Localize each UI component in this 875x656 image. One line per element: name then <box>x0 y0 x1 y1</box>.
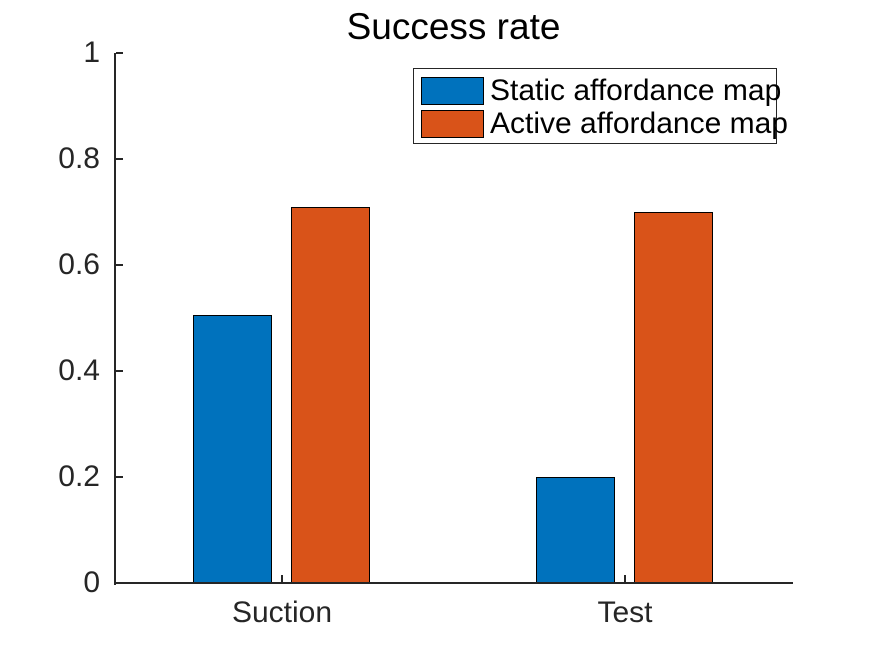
y-tick-mark <box>116 582 123 584</box>
x-axis-line <box>114 582 793 584</box>
y-axis-line <box>114 53 116 585</box>
bar-test-series0 <box>536 477 615 583</box>
legend-swatch-series0 <box>421 77 484 105</box>
legend: Static affordance map Active affordance m… <box>413 68 788 144</box>
bar-suction-series1 <box>291 207 370 583</box>
legend-swatch-series1 <box>421 110 484 138</box>
bar-suction-series0 <box>193 315 272 583</box>
y-tick-label: 1 <box>83 36 100 69</box>
y-tick-mark <box>116 476 123 478</box>
y-tick-label: 0.6 <box>58 248 100 281</box>
bar-test-series1 <box>634 212 713 583</box>
y-tick-label: 0.2 <box>58 460 100 493</box>
y-tick-label: 0 <box>83 566 100 599</box>
chart-title: Success rate <box>346 6 561 47</box>
y-tick-mark <box>116 52 123 54</box>
y-tick-label: 0.4 <box>58 354 100 387</box>
y-tick-label: 0.8 <box>58 142 100 175</box>
y-tick-mark <box>116 264 123 266</box>
x-tick-mark <box>624 575 626 582</box>
x-category-label: Test <box>597 596 653 629</box>
legend-entry-label: Active affordance map <box>490 107 788 140</box>
y-tick-mark <box>116 370 123 372</box>
x-category-label: Suction <box>231 596 333 629</box>
x-tick-mark <box>281 575 283 582</box>
legend-entry-label: Static affordance map <box>490 74 782 107</box>
y-tick-mark <box>116 158 123 160</box>
